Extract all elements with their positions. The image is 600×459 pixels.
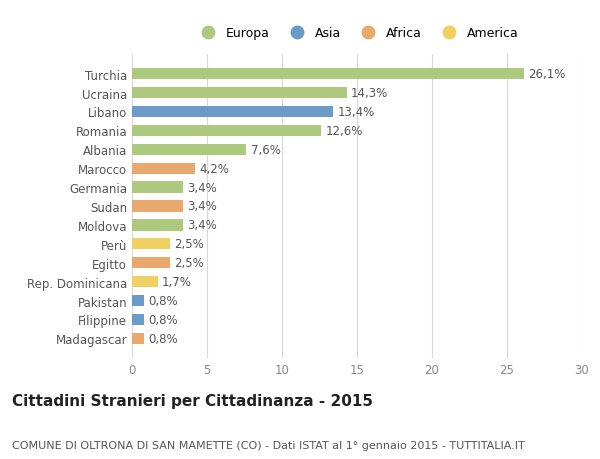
Bar [132, 239, 170, 250]
Bar [132, 295, 144, 307]
Bar [132, 106, 333, 118]
Text: 2,5%: 2,5% [174, 238, 204, 251]
Bar [132, 220, 183, 231]
Text: 13,4%: 13,4% [337, 106, 375, 119]
Text: 0,8%: 0,8% [149, 332, 178, 345]
Bar [132, 88, 347, 99]
Text: 3,4%: 3,4% [187, 219, 217, 232]
Text: 2,5%: 2,5% [174, 257, 204, 269]
Bar [132, 314, 144, 325]
Bar [132, 163, 195, 174]
Legend: Europa, Asia, Africa, America: Europa, Asia, Africa, America [191, 22, 523, 45]
Text: 7,6%: 7,6% [251, 144, 280, 157]
Bar [132, 182, 183, 193]
Text: 4,2%: 4,2% [199, 162, 229, 175]
Text: COMUNE DI OLTRONA DI SAN MAMETTE (CO) - Dati ISTAT al 1° gennaio 2015 - TUTTITAL: COMUNE DI OLTRONA DI SAN MAMETTE (CO) - … [12, 440, 525, 450]
Text: 12,6%: 12,6% [325, 124, 363, 138]
Bar [132, 125, 321, 137]
Text: 3,4%: 3,4% [187, 200, 217, 213]
Bar [132, 333, 144, 344]
Bar [132, 144, 246, 156]
Bar [132, 69, 523, 80]
Text: 0,8%: 0,8% [149, 294, 178, 308]
Bar [132, 201, 183, 212]
Text: Cittadini Stranieri per Cittadinanza - 2015: Cittadini Stranieri per Cittadinanza - 2… [12, 393, 373, 409]
Text: 1,7%: 1,7% [162, 275, 192, 289]
Text: 3,4%: 3,4% [187, 181, 217, 194]
Bar [132, 276, 157, 288]
Text: 26,1%: 26,1% [528, 68, 565, 81]
Text: 0,8%: 0,8% [149, 313, 178, 326]
Bar [132, 257, 170, 269]
Text: 14,3%: 14,3% [351, 87, 388, 100]
